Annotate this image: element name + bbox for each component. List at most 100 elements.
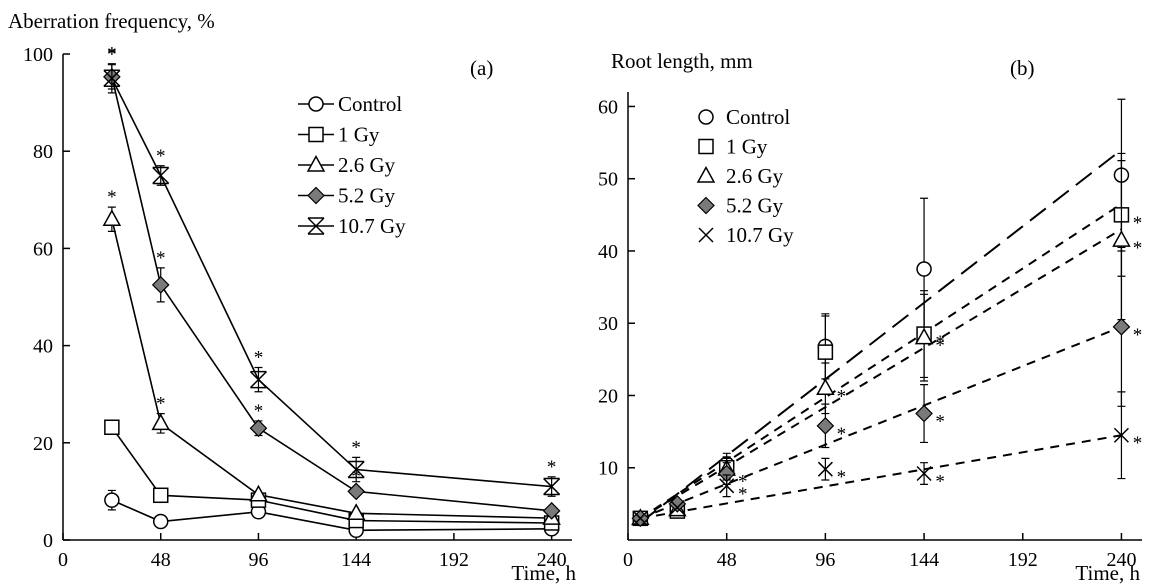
panel-a-series-10-7-gy-point-144-shape [347, 460, 365, 479]
panel-b-series-5-2-gy-point-240-shape [1112, 317, 1131, 336]
panel-b-series-10-7-gy-significance-96: * [837, 467, 847, 488]
panel-b-series-1-gy-point-96 [817, 344, 834, 360]
panel-b-series-2-6-gy-point-240-shape [1112, 230, 1131, 247]
panel-b-series-2-6-gy-point-144 [914, 327, 934, 345]
panel-b-legend-2-6-gy-marker [696, 165, 716, 183]
panel-a-x-tick-label-96: 96 [248, 549, 268, 571]
panel-b-series-control-point-144 [916, 261, 932, 277]
panel-a-y-tick-label-80: 80 [33, 141, 53, 163]
panel-b-legend-1-gy-marker [698, 138, 714, 155]
panel-a-series-2-6-gy-point-24-shape [102, 209, 122, 226]
panel-b-series-5-2-gy-point-240 [1112, 317, 1131, 336]
panel-b-series-10-7-gy-point-144 [916, 465, 932, 482]
panel-a-series-control-point-24-shape [104, 492, 120, 508]
panel-b-series-2-6-gy-point-240 [1112, 230, 1131, 247]
panel-a-legend-5-2-gy-label: 5.2 Gy [338, 184, 396, 208]
panel-a-legend-10-7-gy-marker [307, 217, 325, 235]
panel-a-legend-1-gy-marker [308, 126, 324, 143]
panel-b-legend-control-label: Control [726, 105, 790, 129]
panel-b-series-2-6-gy-trendline [639, 228, 1122, 520]
panel-b-series-10-7-gy-point-24-shape [669, 499, 685, 516]
panel-b-series-5-2-gy-significance-240: * [1133, 325, 1143, 346]
panel-b-legend-control-marker [698, 109, 714, 125]
panel-b-legend-10-7-gy-label: 10.7 Gy [726, 223, 794, 247]
panel-b-series-10-7-gy-significance-240: * [1133, 433, 1143, 454]
panel-b-series-10-7-gy-point-96 [817, 461, 833, 477]
panel-a-series-5-2-gy-line [111, 76, 552, 512]
panel-a-series-10-7-gy-significance-240: * [547, 457, 557, 478]
panel-b-tag: (b) [1010, 56, 1035, 80]
panel-b-xlabel: Time, h [1075, 561, 1140, 585]
panel-a-series-2-6-gy-point-96 [249, 484, 268, 502]
panel-a-series-2-6-gy-significance-24: * [107, 187, 117, 208]
panel-a-series-2-6-gy-point-96-shape [249, 484, 268, 502]
panel-a-y-tick-label-0: 0 [43, 530, 53, 552]
panel-a-series-10-7-gy-point-240 [543, 477, 561, 496]
panel-a-series-1-gy-point-48-shape [152, 487, 169, 504]
panel-a-x-tick-label-240: 240 [537, 549, 567, 571]
panel-a-series-5-2-gy-significance-24: * [107, 45, 117, 66]
panel-b: Root length, mm (b) Time, h 0 48 96 144 192 2… [598, 49, 1142, 585]
panel-b-legend-10-7-gy-marker [698, 227, 714, 243]
panel-a-legend-1-gy-label: 1 Gy [338, 123, 380, 147]
panel-a-y-tick-label-100: 100 [23, 44, 53, 66]
panel-a-series-10-7-gy-significance-48: * [156, 146, 166, 167]
panel-a-tag: (a) [470, 56, 493, 80]
panel-a-series-10-7-gy-significance-96: * [254, 347, 264, 368]
panel-a-series-2-6-gy-point-48-shape [151, 413, 170, 431]
panel-a-series-2-6-gy-point-144-shape [346, 503, 366, 521]
panel-b-series-10-7-gy-point-48 [719, 478, 735, 494]
panel-b-ylabel: Root length, mm [611, 49, 753, 73]
panel-a-ylabel: Aberration frequency, % [8, 9, 215, 33]
panel-a-series-2-6-gy-point-144 [346, 503, 366, 521]
panel-b-series-5-2-gy-significance-48: * [738, 472, 748, 493]
panel-a-legend-1-gy-marker-shape [308, 126, 324, 143]
panel-a-series-5-2-gy-significance-96: * [254, 401, 264, 422]
panel-a-series-10-7-gy-point-24 [103, 69, 121, 88]
panel-a-series-2-6-gy-significance-48: * [156, 394, 166, 415]
panel-a-series-5-2-gy-point-96 [249, 419, 268, 438]
panel-b-x-tick-label-48: 48 [717, 549, 737, 571]
panel-b-legend-2-6-gy-marker-shape [696, 165, 716, 183]
panel-b-series-5-2-gy-significance-96: * [837, 424, 847, 445]
panel-b-series-1-gy-point-96-shape [817, 344, 834, 360]
panel-a-legend-control-marker-shape [308, 96, 324, 112]
panel-a: Aberration frequency, % (a) Time, h 0 48 9… [8, 9, 576, 585]
panel-a-legend-2-6-gy-marker-shape [306, 154, 326, 172]
panel-a-series-5-2-gy-point-48-shape [151, 276, 170, 294]
panel-a-series-5-2-gy-point-144 [347, 482, 366, 501]
panel-b-y-tick-label-60: 60 [598, 96, 618, 118]
panel-b-series-10-7-gy-point-96-shape [817, 461, 833, 477]
panel-a-series-5-2-gy-point-48 [151, 276, 170, 294]
panel-b-x-tick-label-0: 0 [623, 549, 633, 571]
panel-a-x-tick-label-144: 144 [341, 549, 371, 571]
panel-b-legend-control-marker-shape [698, 109, 714, 125]
panel-a-series-10-7-gy-significance-144: * [351, 437, 361, 458]
panel-b-y-tick-label-40: 40 [598, 241, 618, 263]
panel-a-series-10-7-gy-point-240-shape [543, 477, 561, 496]
panel-a-series-control-point-48 [152, 513, 169, 530]
panel-a-series-10-7-gy-point-48-shape [152, 166, 170, 185]
panel-b-legend-1-gy-marker-shape [698, 138, 714, 155]
panel-b-x-tick-label-240: 240 [1106, 549, 1136, 571]
panel-a-series-10-7-gy-point-144 [347, 460, 365, 479]
panel-b-series-10-7-gy-point-240 [1113, 427, 1129, 443]
panel-b-y-tick-label-20: 20 [598, 385, 618, 407]
panel-b-series-control-point-144-shape [916, 261, 932, 277]
panel-a-series-2-6-gy-line [111, 219, 552, 519]
panel-a-xlabel: Time, h [511, 561, 576, 585]
panel-b-series-1-gy-significance-144: * [935, 332, 945, 353]
panel-b-series-5-2-gy-point-96-shape [816, 416, 835, 435]
panel-a-series-5-2-gy-significance-48: * [156, 248, 166, 269]
panel-a-legend-control-marker [308, 96, 324, 112]
panel-a-y-tick-label-20: 20 [33, 433, 53, 455]
panel-a-legend-2-6-gy-marker [306, 154, 326, 172]
panel-b-legend-5-2-gy-marker [697, 196, 715, 215]
panel-a-y-tick-label-60: 60 [33, 238, 53, 260]
panel-b-series-10-7-gy-significance-48: * [738, 484, 748, 505]
panel-b-series-2-6-gy-significance-144: * [935, 336, 945, 357]
panel-a-series-2-6-gy-point-24 [102, 209, 122, 226]
panel-b-series-10-7-gy-point-48-shape [719, 478, 735, 494]
panel-b-marks: *********** ** [631, 98, 1143, 528]
